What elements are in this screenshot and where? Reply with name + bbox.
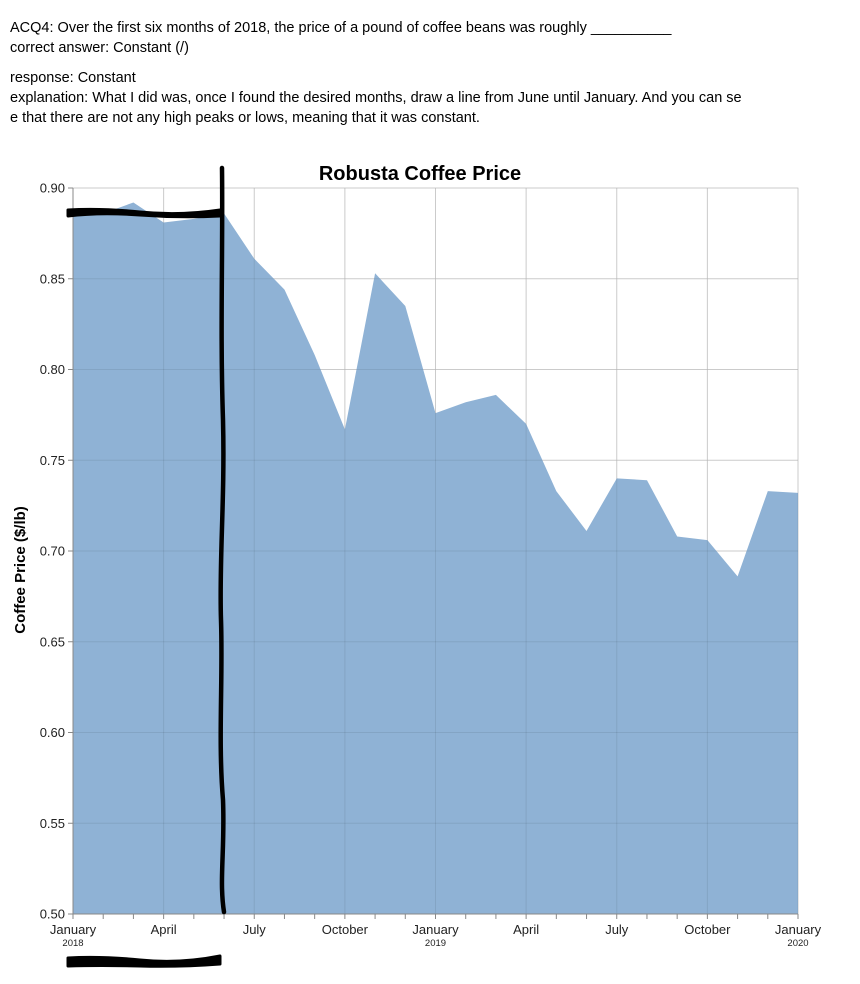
- data-point: [313, 353, 316, 356]
- data-point: [464, 401, 467, 404]
- explanation-line-2: e that there are not any high peaks or l…: [10, 110, 480, 126]
- x-tick-label: April: [151, 922, 177, 937]
- data-point: [766, 490, 769, 493]
- y-tick-label: 0.60: [40, 725, 65, 740]
- x-tick-label: January: [412, 922, 459, 937]
- data-point: [585, 530, 588, 533]
- x-tick-label: October: [684, 922, 731, 937]
- y-tick-label: 0.75: [40, 453, 65, 468]
- x-tick-year-label: 2018: [62, 938, 83, 949]
- y-tick-label: 0.70: [40, 544, 65, 559]
- x-tick-label: January: [775, 922, 822, 937]
- x-tick-label: October: [322, 922, 369, 937]
- data-point: [404, 304, 407, 307]
- data-point: [736, 575, 739, 578]
- x-tick-year-label: 2020: [787, 938, 808, 949]
- x-tick-label: July: [605, 922, 629, 937]
- response-text: response: Constant: [10, 70, 136, 86]
- area-layer: [72, 187, 799, 915]
- data-point: [555, 490, 558, 493]
- x-tick-label: July: [243, 922, 267, 937]
- data-point: [374, 272, 377, 275]
- chart-title: Robusta Coffee Price: [319, 163, 521, 185]
- y-tick-label: 0.50: [40, 907, 65, 922]
- y-tick-label: 0.85: [40, 271, 65, 286]
- question-block: ACQ4: Over the first six months of 2018,…: [10, 18, 850, 128]
- data-point: [283, 288, 286, 291]
- y-tick-label: 0.65: [40, 634, 65, 649]
- data-point: [132, 201, 135, 204]
- vertical-line-mark: [218, 165, 227, 915]
- y-tick-label: 0.55: [40, 816, 65, 831]
- y-axis-title: Coffee Price ($/lb): [12, 506, 29, 634]
- price-area: [73, 202, 798, 914]
- x-tick-label: April: [513, 922, 539, 937]
- chart-axes: 0.900.850.800.750.700.650.600.550.50Janu…: [40, 181, 822, 950]
- y-tick-label: 0.90: [40, 181, 65, 196]
- data-point: [676, 535, 679, 538]
- question-prompt: ACQ4: Over the first six months of 2018,…: [10, 20, 672, 36]
- hand-annotations: [66, 165, 227, 968]
- x-tick-label: January: [50, 922, 97, 937]
- scribble-bottom-mark: [66, 954, 222, 968]
- x-tick-year-label: 2019: [425, 938, 446, 949]
- explanation-line-1: explanation: What I did was, once I foun…: [10, 90, 742, 106]
- data-point: [494, 393, 497, 396]
- y-tick-label: 0.80: [40, 362, 65, 377]
- correct-answer: correct answer: Constant (/): [10, 40, 189, 56]
- data-point: [645, 479, 648, 482]
